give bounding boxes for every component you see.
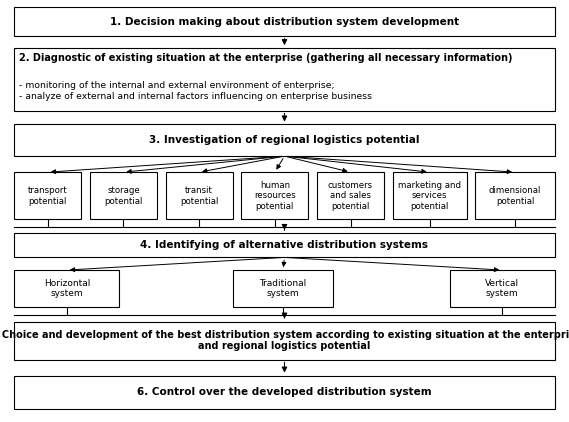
Bar	[14, 172, 81, 219]
Text: storage
potential: storage potential	[104, 186, 143, 206]
Text: 2. Diagnostic of existing situation at the enterprise (gathering all necessary i: 2. Diagnostic of existing situation at t…	[19, 53, 512, 63]
Text: marketing and
services
potential: marketing and services potential	[398, 181, 461, 211]
Text: Traditional
system: Traditional system	[259, 279, 307, 298]
Bar	[393, 172, 467, 219]
Text: 1. Decision making about distribution system development: 1. Decision making about distribution sy…	[110, 16, 459, 27]
Bar	[166, 172, 233, 219]
Text: human
resources
potential: human resources potential	[254, 181, 296, 211]
Text: transit
potential: transit potential	[180, 186, 218, 206]
Text: dimensional
potential: dimensional potential	[489, 186, 541, 206]
Bar	[317, 172, 384, 219]
Text: 4. Identifying of alternative distribution systems: 4. Identifying of alternative distributi…	[141, 240, 428, 250]
Bar	[14, 322, 555, 360]
Bar	[450, 270, 555, 307]
Text: - monitoring of the internal and external environment of enterprise;
- analyze o: - monitoring of the internal and externa…	[19, 71, 372, 101]
Text: Horizontal
system: Horizontal system	[44, 279, 90, 298]
Bar	[14, 270, 119, 307]
Text: Vertical
system: Vertical system	[485, 279, 519, 298]
Bar	[14, 48, 555, 111]
Text: 3. Investigation of regional logistics potential: 3. Investigation of regional logistics p…	[149, 135, 420, 145]
Bar	[14, 7, 555, 36]
Bar	[14, 376, 555, 409]
Bar	[14, 124, 555, 156]
Text: 5. Choice and development of the best distribution system according to existing : 5. Choice and development of the best di…	[0, 330, 569, 352]
Bar	[475, 172, 555, 219]
Text: 6. Control over the developed distribution system: 6. Control over the developed distributi…	[137, 387, 432, 398]
Text: transport
potential: transport potential	[28, 186, 68, 206]
Text: customers
and sales
potential: customers and sales potential	[328, 181, 373, 211]
Bar	[90, 172, 157, 219]
Bar	[233, 270, 333, 307]
Bar	[14, 233, 555, 257]
Bar	[241, 172, 308, 219]
